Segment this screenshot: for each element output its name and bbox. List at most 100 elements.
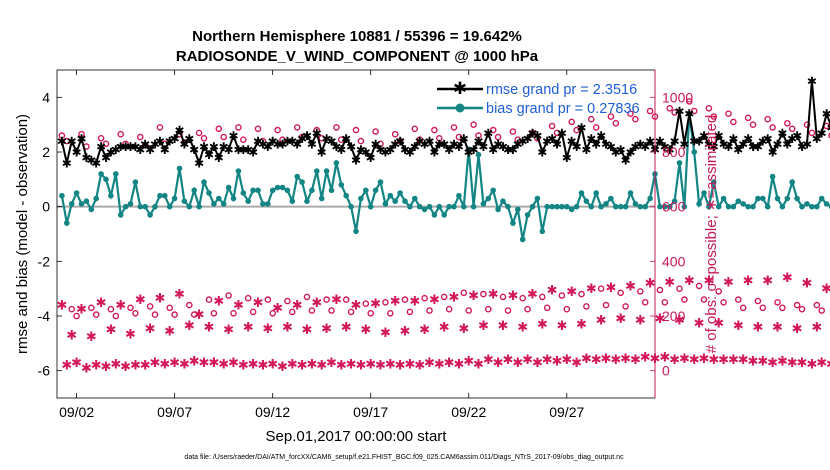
rmse-point: ✱ [679, 137, 689, 151]
obs-possible-point [171, 311, 178, 318]
obs-possible-point [279, 136, 286, 143]
obs-assimilated-point: ✱ [439, 320, 450, 335]
bias-point [666, 203, 673, 210]
obs-possible-point [553, 129, 561, 137]
x-tick-label: 09/02 [59, 404, 94, 420]
obs-possible-point [494, 133, 502, 141]
rmse-point: ✱ [160, 143, 170, 157]
rmse-point: ✱ [763, 132, 773, 146]
obs-possible-point [524, 305, 531, 313]
obs-assimilated-point: ✱ [86, 330, 97, 345]
rmse-point: ✱ [317, 146, 327, 160]
obs-possible-point [386, 309, 394, 317]
obs-assimilated-point: ✱ [292, 299, 303, 314]
bias-point [73, 190, 80, 196]
obs-possible-point [127, 304, 134, 312]
obs-possible-point [362, 300, 370, 308]
bias-point [299, 179, 305, 185]
obs-assimilated-point: ✱ [488, 288, 499, 303]
obs-assimilated-point: ✱ [752, 320, 763, 335]
obs-possible-point [514, 136, 522, 143]
obs-possible-point [484, 305, 492, 313]
bias-point [367, 203, 374, 210]
bias-point [318, 195, 325, 202]
obs-assimilated-point: ✱ [821, 282, 830, 297]
bias-point [162, 192, 168, 199]
rmse-point: ✱ [674, 105, 684, 119]
obs-assimilated-point: ✱ [56, 299, 67, 314]
obs-possible-point [431, 126, 438, 134]
obs-assimilated-point: ✱ [478, 319, 489, 334]
rmse-point: ✱ [302, 129, 312, 143]
obs-assimilated-point: ✱ [150, 356, 161, 371]
rmse-point: ✱ [523, 132, 533, 146]
rmse-point: ✱ [121, 140, 131, 154]
obs-possible-point [367, 309, 375, 317]
y-left-tick-label: 0 [42, 199, 50, 215]
rmse-point: ✱ [174, 124, 184, 138]
rmse-point: ✱ [518, 135, 528, 149]
bias-point [789, 179, 795, 185]
bias-point [681, 203, 688, 210]
rmse-point: ✱ [503, 143, 513, 157]
obs-possible-point [254, 125, 262, 133]
obs-possible-point [470, 121, 477, 128]
bias-point [176, 165, 183, 172]
obs-possible-point [705, 105, 713, 112]
bias-point [804, 201, 810, 207]
obs-assimilated-point: ✱ [679, 352, 690, 367]
obs-assimilated-point: ✱ [767, 356, 778, 371]
obs-possible-point [450, 124, 458, 131]
rmse-point: ✱ [72, 146, 82, 160]
bias-point [647, 195, 653, 202]
rmse-point: ✱ [640, 140, 650, 154]
obs-assimilated-point: ✱ [395, 359, 406, 374]
bias-point [696, 201, 702, 207]
obs-assimilated-point: ✱ [493, 356, 504, 371]
rmse-point: ✱ [635, 137, 645, 151]
rmse-point: ✱ [655, 135, 665, 149]
rmse-point: ✱ [537, 146, 547, 160]
rmse-point: ✱ [493, 137, 503, 151]
bias-point [711, 179, 717, 185]
obs-assimilated-point: ✱ [542, 353, 553, 368]
bias-point [64, 220, 70, 226]
obs-possible-point [235, 124, 242, 131]
obs-possible-point [156, 124, 164, 131]
rmse-point: ✱ [498, 140, 508, 154]
rmse-point: ✱ [777, 126, 787, 140]
rmse-point: ✱ [130, 140, 140, 154]
rmse-point: ✱ [380, 146, 390, 160]
obs-assimilated-point: ✱ [115, 299, 126, 314]
y-left-tick-label: 2 [42, 144, 50, 160]
bias-point [309, 187, 315, 194]
obs-assimilated-point: ✱ [498, 319, 509, 334]
rmse-point: ✱ [385, 143, 395, 157]
obs-possible-point [788, 125, 796, 133]
rmse-point: ✱ [228, 129, 238, 143]
obs-possible-point [112, 312, 120, 320]
bias-point [78, 201, 85, 207]
obs-possible-point [700, 296, 708, 303]
rmse-point: ✱ [473, 135, 483, 149]
obs-assimilated-point: ✱ [630, 353, 641, 368]
bias-point [632, 201, 639, 207]
obs-possible-point [548, 122, 556, 130]
obs-assimilated-point: ✱ [792, 322, 803, 337]
rmse-series-line [60, 80, 830, 167]
obs-assimilated-point: ✱ [434, 357, 445, 372]
obs-assimilated-point: ✱ [199, 356, 210, 371]
obs-possible-point [195, 129, 203, 137]
bias-point [225, 184, 232, 191]
bias-point [269, 187, 276, 194]
bias-point [323, 168, 330, 174]
bias-point [338, 182, 345, 188]
chart-title: Northern Hemisphere 10881 / 55396 = 19.6… [192, 28, 522, 45]
obs-possible-point [769, 124, 776, 131]
obs-possible-point [632, 115, 639, 123]
obs-possible-point [288, 308, 296, 316]
y-left-tick-label: -2 [38, 253, 51, 269]
rmse-point: ✱ [670, 135, 680, 149]
obs-assimilated-point: ✱ [272, 301, 283, 316]
obs-possible-point [455, 133, 463, 141]
